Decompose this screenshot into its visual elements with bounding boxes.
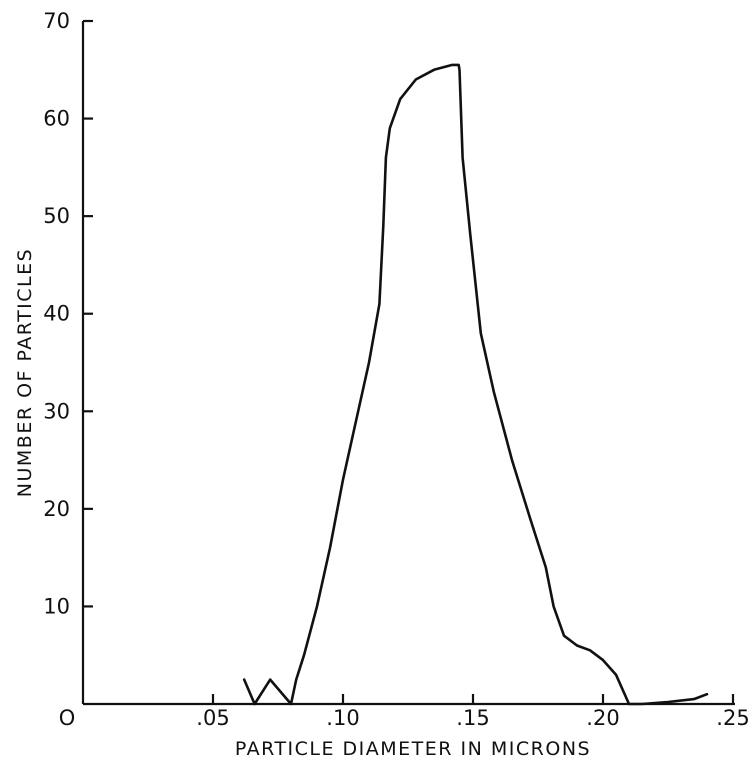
distribution-curve xyxy=(242,63,709,706)
y-ticks: 10 20 30 40 50 60 70 xyxy=(43,9,93,618)
x-axis-label: PARTICLE DIAMETER IN MICRONS xyxy=(235,738,591,760)
x-tick-label-0: O xyxy=(59,706,76,730)
x-tick-label-3: .15 xyxy=(456,706,489,730)
y-tick-label-10: 10 xyxy=(43,594,70,618)
y-tick-label-40: 40 xyxy=(43,302,70,326)
x-ticks: O .05 .10 .15 .20 .25 xyxy=(59,694,750,730)
y-tick-label-20: 20 xyxy=(43,497,70,521)
y-tick-label-30: 30 xyxy=(43,399,70,423)
x-tick-label-1: .05 xyxy=(196,706,229,730)
y-tick-label-60: 60 xyxy=(43,107,70,131)
x-tick-label-4: .20 xyxy=(586,706,619,730)
axes xyxy=(81,21,735,706)
y-tick-label-70: 70 xyxy=(43,9,70,33)
y-axis-label: NUMBER OF PARTICLES xyxy=(14,248,36,497)
x-tick-label-2: .10 xyxy=(326,706,359,730)
y-tick-label-50: 50 xyxy=(43,204,70,228)
x-tick-label-5: .25 xyxy=(716,706,749,730)
